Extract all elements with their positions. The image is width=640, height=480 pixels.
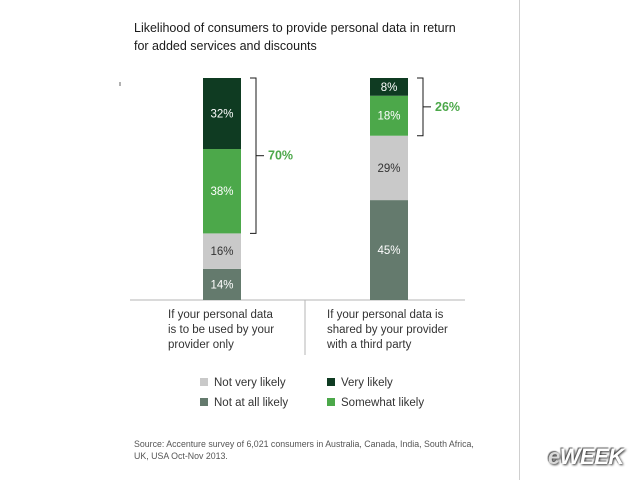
category-label-line: If your personal data is [327, 309, 444, 321]
bar-segment-very-likely [370, 78, 408, 96]
chart-title: Likelihood of consumers to provide perso… [134, 21, 456, 53]
data-label: 18% [377, 111, 400, 123]
legend-item-not-at-all-likely: Not at all likely [200, 397, 288, 409]
data-label: 32% [210, 109, 233, 121]
category-label-provider-only: If your personal data is to be used by y… [168, 308, 318, 353]
bar-segment-somewhat-likely [203, 149, 241, 234]
data-label: 38% [210, 186, 233, 198]
legend-swatch [327, 398, 335, 406]
category-label-third-party: If your personal data is shared by your … [327, 308, 477, 353]
bracket-total-label: 26% [435, 100, 460, 114]
category-label-line: is to be used by your [168, 324, 275, 336]
legend-label: Very likely [341, 377, 393, 389]
legend-swatch [200, 398, 208, 406]
legend-item-not-very-likely: Not very likely [200, 377, 286, 389]
category-label-line: shared by your provider [327, 324, 448, 336]
bar-segment-very-likely [203, 78, 241, 150]
slide-divider [519, 0, 520, 480]
source-note: Source: Accenture survey of 6,021 consum… [134, 439, 474, 461]
data-label: 16% [210, 246, 233, 258]
bar-segment-somewhat-likely [370, 95, 408, 136]
data-label: 45% [377, 245, 400, 257]
bracket [417, 77, 424, 137]
legend-swatch [200, 378, 208, 386]
bar-segment-not-at-all-likely [203, 268, 241, 300]
data-label: 29% [377, 163, 400, 175]
logo-rest: WEEK [559, 444, 625, 469]
legend-swatch [327, 378, 335, 386]
bracket [250, 77, 257, 234]
category-label-line: If your personal data [168, 309, 273, 321]
logo-prefix: e [548, 444, 560, 469]
bar-segment-not-very-likely [203, 233, 241, 269]
legend-label: Somewhat likely [341, 397, 425, 409]
bracket-total-label: 70% [268, 149, 293, 163]
legend-label: Not at all likely [214, 397, 289, 409]
category-label-line: provider only [168, 339, 234, 351]
data-label: 8% [381, 82, 398, 94]
legend-label: Not very likely [214, 377, 286, 389]
category-label-line: with a third party [327, 339, 412, 351]
legend-item-somewhat-likely: Somewhat likely [327, 397, 424, 409]
bar-segment-not-at-all-likely [370, 200, 408, 300]
legend-item-very-likely: Very likely [327, 377, 393, 389]
eweek-logo: eWEEK [548, 444, 624, 470]
bar-segment-not-very-likely [370, 135, 408, 201]
data-label: 14% [210, 279, 233, 291]
